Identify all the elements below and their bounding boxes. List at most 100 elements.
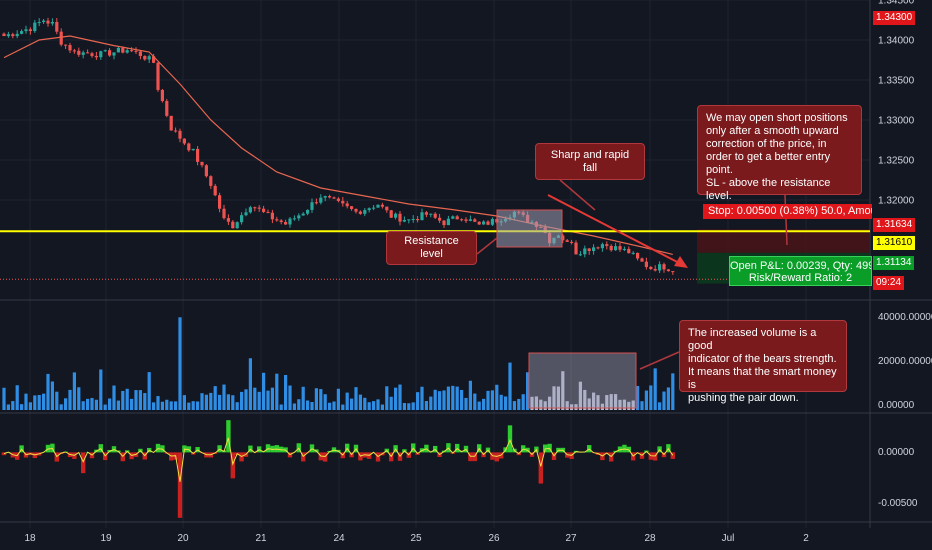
- fall-arrow: [547, 194, 684, 266]
- candle: [297, 215, 301, 219]
- volume-bar: [169, 401, 173, 410]
- candle: [402, 220, 406, 222]
- volume-bar: [574, 404, 578, 410]
- volume-bar: [653, 368, 657, 410]
- analysis-note[interactable]: We may open short positions only after a…: [697, 105, 862, 215]
- volume-bar: [121, 390, 125, 410]
- drawings: [476, 179, 788, 409]
- resistance-pointer: [476, 237, 498, 255]
- volume-bar: [248, 358, 252, 410]
- candle: [20, 31, 24, 34]
- candle: [165, 100, 169, 116]
- candle: [314, 202, 318, 204]
- volume-note[interactable]: The increased volume is a good indicator…: [679, 320, 847, 404]
- volume-bar: [442, 390, 446, 410]
- volume-bar: [253, 387, 257, 410]
- volume-bar: [332, 401, 336, 410]
- volume-bar: [402, 403, 406, 410]
- volume-bar: [33, 395, 37, 410]
- candle: [451, 216, 455, 219]
- candle: [81, 52, 85, 55]
- volume-bar: [143, 393, 147, 410]
- volume-bar: [20, 404, 24, 410]
- candle: [649, 267, 653, 270]
- volume-bar: [429, 396, 433, 410]
- candle: [376, 204, 380, 208]
- volume-bar: [42, 393, 46, 410]
- volume-bar: [512, 401, 516, 410]
- candle: [279, 220, 283, 223]
- candle: [640, 258, 644, 262]
- volume-bar: [182, 395, 186, 410]
- volume-bar: [552, 386, 556, 410]
- volume-bar: [314, 388, 318, 410]
- volume-bar: [407, 403, 411, 410]
- candle: [103, 50, 107, 52]
- volume-bar: [556, 386, 560, 410]
- volume-bar: [600, 403, 604, 410]
- candle: [636, 252, 640, 259]
- volume-bar: [570, 404, 574, 410]
- pnl-box[interactable]: Open P&L: 0.00239, Qty: 4999 Risk/Reward…: [729, 256, 872, 286]
- volume-bar: [363, 397, 367, 410]
- volume-bar: [473, 393, 477, 410]
- volume-bar: [50, 381, 54, 410]
- sharp-fall-note[interactable]: Sharp and rapid fall: [535, 143, 645, 180]
- candle: [72, 50, 76, 52]
- volume-bar: [341, 404, 345, 410]
- volume-bar: [468, 380, 472, 410]
- candle: [275, 219, 279, 221]
- volume-bar: [270, 387, 274, 410]
- candle: [235, 222, 239, 229]
- volume-bar: [394, 387, 398, 410]
- candle: [99, 51, 103, 58]
- candle: [574, 242, 578, 255]
- candle: [292, 218, 296, 220]
- volume-bar: [561, 371, 565, 410]
- candle: [262, 208, 266, 212]
- volume-bar: [134, 390, 138, 410]
- candle: [226, 218, 230, 222]
- candle: [600, 244, 604, 249]
- volume-bar: [416, 392, 420, 410]
- candle: [138, 51, 142, 56]
- volume-bar: [495, 384, 499, 410]
- resistance-note[interactable]: Resistance level: [386, 231, 477, 265]
- candle: [6, 34, 10, 37]
- volume-bar: [389, 396, 393, 410]
- volume-bar: [464, 397, 468, 410]
- candle: [490, 219, 494, 225]
- candle: [658, 264, 662, 271]
- volume-bar: [240, 391, 244, 410]
- candle: [33, 22, 37, 32]
- volume-bar: [482, 398, 486, 410]
- candle: [11, 34, 15, 37]
- volume-bar: [37, 395, 41, 410]
- volume-bar: [618, 399, 622, 410]
- candle: [301, 213, 305, 216]
- volume-bar: [288, 385, 292, 410]
- candle: [2, 33, 6, 37]
- candle: [253, 207, 257, 209]
- x-tick-label: 24: [333, 533, 345, 544]
- oscillator-bar: [507, 425, 513, 453]
- volume-bar: [11, 401, 15, 410]
- volume-bar: [59, 404, 63, 410]
- x-tick-label: 19: [100, 533, 112, 544]
- volume-bar: [517, 398, 521, 410]
- stop-label[interactable]: Stop: 0.00500 (0.38%) 50.0, Amount: [703, 204, 872, 219]
- resistance-box: [496, 209, 563, 248]
- candle: [407, 219, 411, 221]
- volume-bar: [521, 394, 525, 410]
- candle: [310, 202, 314, 210]
- volume-bar: [235, 402, 239, 410]
- candle: [618, 246, 622, 250]
- candle: [583, 248, 587, 255]
- volume-bar: [156, 396, 160, 410]
- candle: [424, 212, 428, 215]
- candle: [455, 216, 459, 220]
- y-tick-label: 20000.00000: [878, 356, 932, 367]
- candle: [464, 219, 468, 221]
- candle: [64, 44, 68, 46]
- x-tick-label: 25: [410, 533, 422, 544]
